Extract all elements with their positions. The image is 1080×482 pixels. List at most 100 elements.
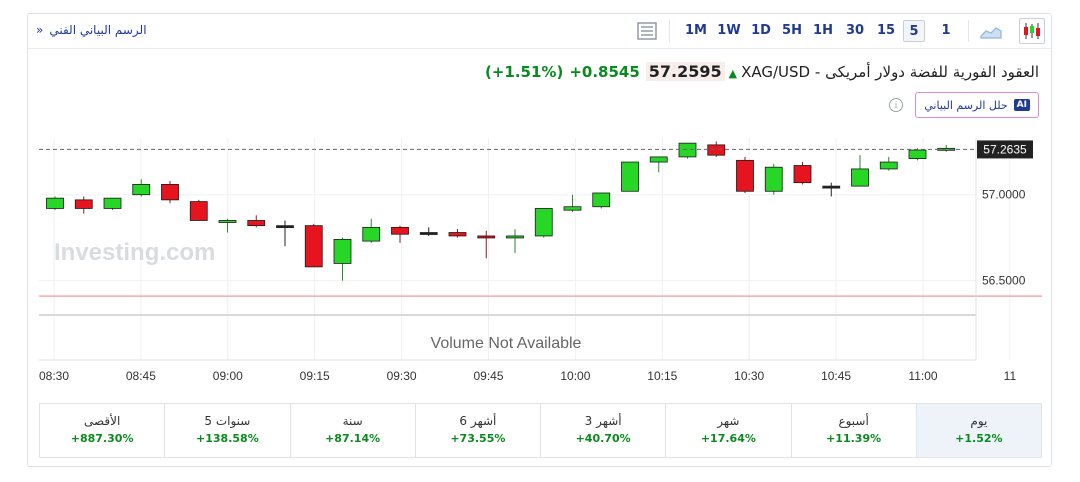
- price-axis: 57.0000 56.5000: [982, 188, 1026, 288]
- period-label: شهر: [717, 414, 740, 428]
- current-price-badge-bg: [977, 140, 1033, 159]
- candle-body: [362, 226, 381, 242]
- x-tick-label: 09:15: [300, 369, 330, 383]
- candle-body: [736, 159, 754, 192]
- x-tick-label: 08:45: [126, 369, 156, 383]
- period-label: 3 أشهر: [584, 414, 622, 428]
- candle-body: [707, 144, 726, 156]
- instrument-header: (+1.51%) +0.8545 57.2595 ▲ XAG/USD - العقود …: [485, 62, 1039, 81]
- instrument-name: XAG/USD - العقود الفورية للفضة دولار أمر…: [741, 63, 1039, 81]
- performance-period[interactable]: 3 أشهر +40.70%: [540, 404, 665, 457]
- candle-body: [161, 183, 179, 201]
- performance-period[interactable]: سنة +87.14%: [289, 404, 415, 457]
- candle-body: [908, 149, 927, 160]
- y-tick-label: 56.5000: [982, 274, 1026, 288]
- timeframe-1M[interactable]: 1M: [685, 23, 707, 38]
- chart-toolbar: » الرسم البياني الفني 1M 1W 1D 5H 1H 30 15 5 1: [28, 14, 1051, 49]
- toolbar-divider: [669, 20, 670, 42]
- candle-body: [132, 183, 151, 196]
- period-change: +887.30%: [70, 432, 134, 445]
- performance-period[interactable]: الأقصى +887.30%: [40, 404, 164, 457]
- candle-body: [46, 197, 64, 209]
- candle-body: [851, 168, 869, 187]
- candle-body: [218, 220, 237, 223]
- period-change: +138.58%: [196, 432, 259, 445]
- candle-body: [649, 156, 668, 163]
- performance-bar: يوم +1.52% أسبوع +11.39% شهر +17.64% 3 أشهر +40…: [39, 403, 1042, 458]
- technical-chart-link[interactable]: » الرسم البياني الفني: [36, 23, 147, 37]
- candle-body: [189, 201, 208, 221]
- volume-not-available-text: Volume Not Available: [431, 335, 582, 352]
- analyze-chart-button[interactable]: حلل الرسم البياني AI: [915, 92, 1039, 118]
- period-change: +11.39%: [826, 432, 882, 445]
- current-price-label: 57.2635: [983, 142, 1027, 156]
- x-tick-label: 09:30: [387, 369, 417, 383]
- change-value: +0.8545: [569, 63, 640, 81]
- period-change: +17.64%: [700, 432, 756, 445]
- candle-body: [592, 192, 611, 208]
- candle-body: [822, 185, 841, 189]
- candle-body: [764, 166, 783, 192]
- candle-body: [879, 161, 898, 170]
- timeframe-1[interactable]: 1: [941, 23, 951, 38]
- timeframe-15[interactable]: 15: [876, 23, 896, 38]
- performance-period[interactable]: 5 سنوات +138.58%: [164, 404, 289, 457]
- table-icon[interactable]: [634, 18, 660, 44]
- timeframe-30[interactable]: 30: [845, 23, 865, 38]
- candle-body: [506, 235, 524, 239]
- price-chart[interactable]: Investing.com Volume Not Available 57.00…: [28, 14, 1053, 399]
- timeframe-1D[interactable]: 1D: [751, 23, 771, 38]
- period-label: سنة: [342, 414, 363, 428]
- candle-body: [793, 165, 812, 184]
- info-icon[interactable]: i: [889, 98, 903, 112]
- candle-body: [621, 161, 639, 192]
- x-tick-label: 11: [1004, 369, 1017, 383]
- candle-body: [563, 206, 582, 211]
- period-label: أسبوع: [838, 414, 869, 428]
- candle-body: [304, 225, 323, 268]
- performance-period[interactable]: 6 أشهر +73.55%: [414, 404, 540, 457]
- period-change: +73.55%: [450, 432, 506, 445]
- area-chart-icon[interactable]: [978, 18, 1004, 44]
- x-tick-label: 08:30: [39, 369, 69, 383]
- period-label: الأقصى: [83, 414, 121, 428]
- candle-body: [74, 199, 93, 209]
- performance-period[interactable]: شهر +17.64%: [665, 404, 790, 457]
- candle-body: [448, 232, 467, 237]
- timeframe-1H[interactable]: 1H: [813, 23, 833, 38]
- candles: [46, 141, 956, 281]
- ai-badge-icon: AI: [1013, 99, 1030, 111]
- x-tick-label: 09:45: [473, 369, 503, 383]
- chevron-icon: »: [36, 23, 44, 37]
- y-tick-label: 57.0000: [982, 188, 1026, 202]
- period-label: 6 أشهر: [459, 414, 497, 428]
- investing-watermark: Investing.com: [54, 239, 215, 266]
- chart-widget: » الرسم البياني الفني 1M 1W 1D 5H 1H 30 15 5 1 (+…: [27, 13, 1052, 467]
- analyze-chart-label: حلل الرسم البياني: [924, 98, 1008, 112]
- candle-body: [477, 235, 496, 239]
- timeframe-1W[interactable]: 1W: [717, 23, 741, 38]
- period-change: +87.14%: [325, 432, 381, 445]
- period-change: +1.52%: [955, 432, 1003, 445]
- candle-body: [419, 232, 438, 235]
- timeframe-5[interactable]: 5: [903, 20, 925, 42]
- up-arrow-icon: ▲: [728, 67, 738, 80]
- time-axis: 08:30 08:45 09:00 09:15 09:30 09:45 10:00 10:15…: [39, 369, 1016, 383]
- x-tick-label: 10:00: [560, 369, 590, 383]
- x-tick-label: 09:00: [213, 369, 243, 383]
- candle-body: [678, 142, 697, 158]
- period-label: 5 سنوات: [204, 414, 251, 428]
- last-price: 57.2595: [645, 62, 725, 81]
- candlestick-icon[interactable]: [1019, 18, 1045, 44]
- period-label: يوم: [970, 414, 988, 428]
- candle-body: [103, 197, 122, 209]
- performance-period[interactable]: أسبوع +11.39%: [790, 404, 916, 457]
- x-tick-label: 10:15: [647, 369, 677, 383]
- timeframe-5H[interactable]: 5H: [782, 23, 802, 38]
- x-tick-label: 10:30: [734, 369, 764, 383]
- candle-body: [276, 225, 294, 229]
- toolbar-divider: [968, 20, 969, 42]
- candle-body: [333, 238, 352, 264]
- performance-period[interactable]: يوم +1.52%: [915, 404, 1041, 457]
- x-tick-label: 11:00: [908, 369, 937, 383]
